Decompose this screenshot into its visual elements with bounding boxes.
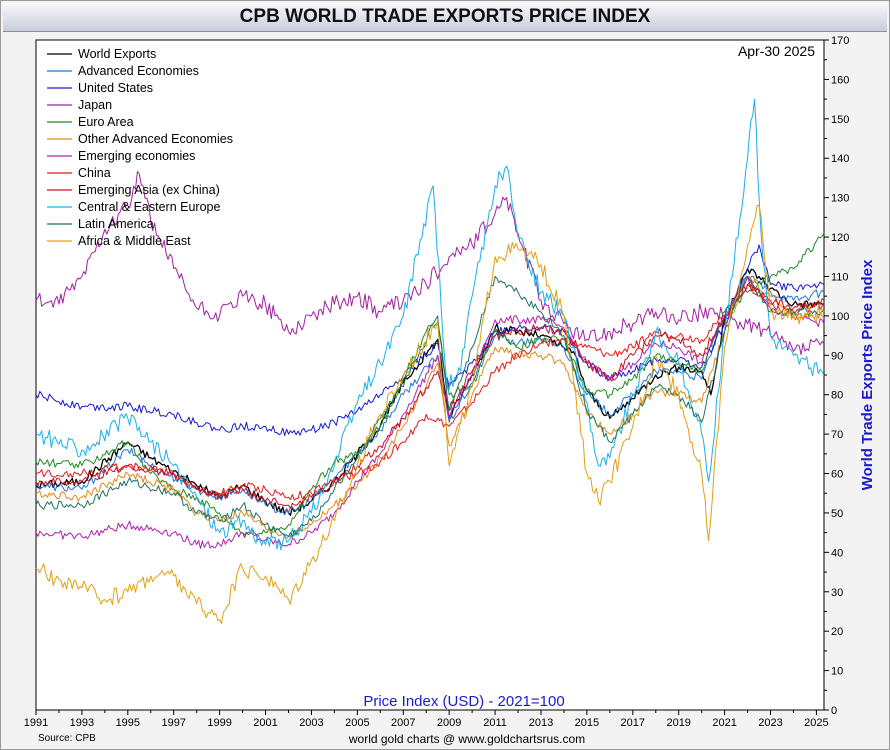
x-tick-label: 1993 [70, 717, 94, 729]
y-tick-label: 90 [831, 350, 843, 362]
series-line-other-advanced-economies [35, 276, 825, 539]
date-label: Apr-30 2025 [738, 43, 815, 59]
legend-label: United States [78, 81, 153, 95]
legend-label: Africa & Middle East [78, 234, 191, 248]
x-tick-label: 1991 [24, 717, 48, 729]
legend-label: Central & Eastern Europe [78, 200, 220, 214]
y-tick-label: 130 [831, 193, 849, 205]
x-tick-label: 2005 [345, 717, 369, 729]
legend-label: China [78, 166, 111, 180]
legend-label: World Exports [78, 47, 156, 61]
source-label: Source: CPB [38, 733, 96, 744]
footer-credit: world gold charts @ www.goldchartsrus.co… [348, 732, 585, 746]
x-tick-label: 2013 [529, 717, 553, 729]
y-tick-label: 30 [831, 587, 843, 599]
series-line-world-exports [35, 267, 825, 516]
x-tick-label: 2009 [437, 717, 461, 729]
x-tick-label: 1997 [161, 717, 185, 729]
y-tick-label: 110 [831, 271, 849, 283]
y-tick-label: 10 [831, 666, 843, 678]
y-tick-label: 140 [831, 153, 849, 165]
x-tick-label: 1995 [116, 717, 140, 729]
legend-label: Emerging economies [78, 149, 195, 163]
y-tick-label: 20 [831, 626, 843, 638]
y-tick-label: 50 [831, 508, 843, 520]
x-tick-label: 2011 [483, 717, 507, 729]
y-tick-label: 150 [831, 114, 849, 126]
y-tick-label: 70 [831, 429, 843, 441]
y-tick-label: 60 [831, 469, 843, 481]
y-tick-label: 160 [831, 74, 849, 86]
x-tick-label: 2019 [666, 717, 690, 729]
legend-label: Emerging Asia (ex China) [78, 183, 220, 197]
legend-label: Latin America [78, 217, 154, 231]
y-tick-label: 0 [831, 705, 837, 717]
series-line-united-states [35, 244, 825, 436]
x-axis: 1991 1993 1995 1997 1999 2001 2003 2005 2007 2009… [24, 710, 829, 729]
y-tick-label: 100 [831, 311, 849, 323]
legend-label: Euro Area [78, 115, 134, 129]
series-line-japan [35, 171, 825, 356]
x-axis-label: Price Index (USD) - 2021=100 [363, 693, 564, 710]
series-line-china [35, 283, 825, 501]
series-line-emerging-asia-ex-china [35, 282, 825, 509]
y-axis-label: World Trade Exports Price Index [859, 259, 876, 490]
series-line-emerging-economies [35, 276, 825, 549]
x-tick-label: 2015 [575, 717, 599, 729]
y-tick-label: 120 [831, 232, 849, 244]
x-tick-label: 1999 [207, 717, 231, 729]
legend: World Exports Advanced Economies United St… [47, 47, 233, 248]
x-tick-label: 2023 [758, 717, 782, 729]
chart-title: CPB WORLD TRADE EXPORTS PRICE INDEX [3, 3, 887, 32]
x-tick-label: 2001 [253, 717, 277, 729]
x-tick-label: 2007 [391, 717, 415, 729]
y-axis: 0 10 20 30 40 50 60 70 80 90 100 110 120 130 140 150 160… [824, 35, 849, 717]
x-tick-label: 2021 [712, 717, 736, 729]
y-tick-label: 80 [831, 390, 843, 402]
x-tick-label: 2025 [804, 717, 828, 729]
y-tick-label: 170 [831, 35, 849, 47]
series-layer [35, 98, 825, 624]
x-tick-label: 2017 [621, 717, 645, 729]
series-line-latin-america [35, 276, 825, 538]
legend-label: Other Advanced Economies [78, 132, 233, 146]
x-tick-label: 2003 [299, 717, 323, 729]
series-line-africa-middle-east [35, 204, 825, 624]
y-tick-label: 40 [831, 547, 843, 559]
legend-label: Japan [78, 98, 112, 112]
legend-label: Advanced Economies [78, 64, 199, 78]
